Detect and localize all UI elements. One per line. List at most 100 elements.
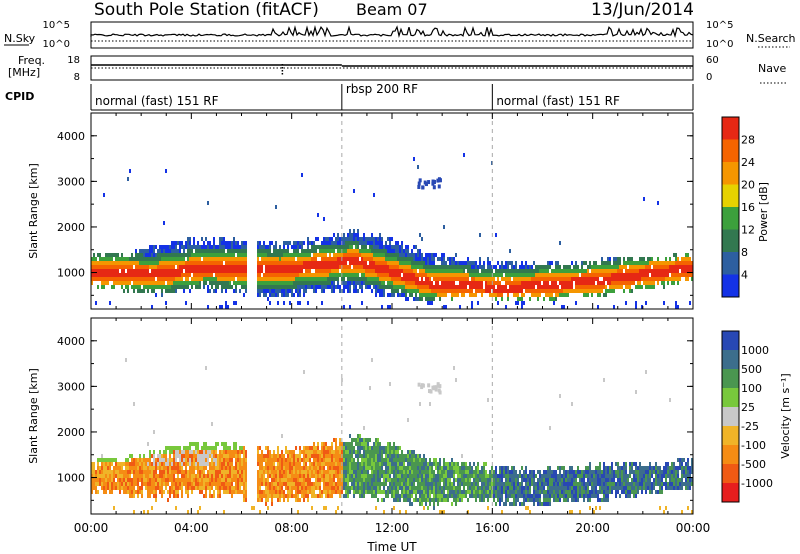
data-cell (209, 273, 211, 277)
data-cell (119, 462, 121, 466)
data-cell (321, 450, 323, 454)
data-cell (363, 450, 365, 454)
data-cell (405, 482, 407, 486)
data-cell (227, 470, 229, 474)
data-cell (307, 281, 309, 285)
data-cell (589, 273, 591, 277)
data-cell (377, 285, 379, 289)
data-cell (103, 470, 105, 474)
data-cell (329, 490, 331, 494)
data-cell (399, 285, 401, 289)
data-cell (339, 478, 341, 482)
data-cell (387, 273, 389, 277)
data-cell (565, 273, 567, 277)
data-cell (195, 249, 197, 253)
data-cell (287, 261, 289, 265)
data-cell (341, 482, 343, 486)
data-cell (415, 257, 417, 261)
data-cell (421, 277, 423, 281)
data-cell (533, 285, 535, 289)
data-cell (295, 281, 297, 285)
data-cell (271, 490, 273, 494)
data-cell (189, 462, 191, 466)
data-cell (225, 261, 227, 265)
data-cell (189, 446, 191, 450)
data-cell (301, 277, 303, 281)
data-cell (485, 269, 487, 273)
data-cell (193, 245, 195, 249)
data-cell (147, 253, 149, 257)
data-cell (159, 474, 161, 478)
data-cell (315, 466, 317, 470)
data-cell (277, 289, 279, 293)
data-cell (283, 289, 285, 293)
data-cell (265, 249, 267, 253)
data-cell (405, 265, 407, 269)
data-cell (151, 289, 153, 293)
data-cell (151, 261, 153, 265)
y-tick-label: 1000 (57, 267, 85, 280)
data-cell (233, 277, 235, 281)
data-cell (399, 454, 401, 458)
data-cell (239, 289, 241, 293)
data-cell (291, 281, 293, 285)
data-cell (305, 470, 307, 474)
data-cell (165, 470, 167, 474)
data-cell (369, 241, 371, 245)
data-cell (295, 466, 297, 470)
data-cell (155, 285, 157, 289)
data-cell (203, 265, 205, 269)
data-cell (229, 462, 231, 466)
data-cell (321, 490, 323, 494)
data-cell (391, 470, 393, 474)
data-cell (403, 277, 405, 281)
data-cell (311, 466, 313, 470)
data-cell (321, 462, 323, 466)
data-cell (121, 261, 123, 265)
data-cell (489, 277, 491, 281)
data-cell (145, 261, 147, 265)
data-cell (377, 438, 379, 442)
data-cell (293, 454, 295, 458)
data-cell (463, 265, 465, 269)
data-cell (373, 269, 375, 273)
data-cell (395, 446, 397, 450)
data-cell (179, 253, 181, 257)
data-cell (337, 486, 339, 490)
data-cell (353, 269, 355, 273)
data-cell (197, 245, 199, 249)
data-cell (265, 289, 267, 293)
data-cell (211, 269, 213, 273)
data-cell (99, 478, 101, 482)
data-cell (353, 446, 355, 450)
data-cell (139, 273, 141, 277)
data-cell (151, 245, 153, 249)
data-cell (183, 450, 185, 454)
data-cell (675, 305, 677, 309)
data-cell (339, 285, 341, 289)
data-cell (259, 486, 261, 490)
data-cell (323, 273, 325, 277)
data-cell (355, 466, 357, 470)
data-cell (591, 285, 593, 289)
data-cell (385, 466, 387, 470)
data-cell (445, 285, 447, 289)
data-cell (293, 253, 295, 257)
data-cell (611, 289, 613, 293)
data-cell (147, 462, 149, 466)
data-cell (337, 450, 339, 454)
data-cell (432, 185, 436, 190)
data-cell (309, 261, 311, 265)
data-cell (187, 482, 189, 486)
data-cell (349, 434, 351, 438)
data-cell (199, 285, 201, 289)
data-cell (357, 486, 359, 490)
data-cell (457, 293, 459, 297)
data-cell (171, 249, 173, 253)
data-cell (539, 273, 541, 277)
data-cell (225, 442, 227, 446)
data-cell (151, 470, 153, 474)
data-cell (305, 474, 307, 478)
data-cell (279, 482, 281, 486)
data-cell (345, 462, 347, 466)
